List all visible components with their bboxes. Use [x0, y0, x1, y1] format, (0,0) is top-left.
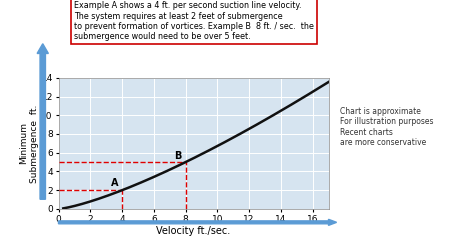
- Text: Example A shows a 4 ft. per second suction line velocity.
The system requires at: Example A shows a 4 ft. per second sucti…: [74, 1, 314, 41]
- Y-axis label: Minimum
Submergence  ft.: Minimum Submergence ft.: [19, 104, 39, 182]
- Text: Chart is approximate
For illustration purposes
Recent charts
are more conservati: Chart is approximate For illustration pu…: [340, 107, 433, 147]
- Text: B: B: [175, 151, 182, 161]
- X-axis label: Velocity ft./sec.: Velocity ft./sec.: [157, 226, 230, 236]
- Text: A: A: [111, 179, 118, 189]
